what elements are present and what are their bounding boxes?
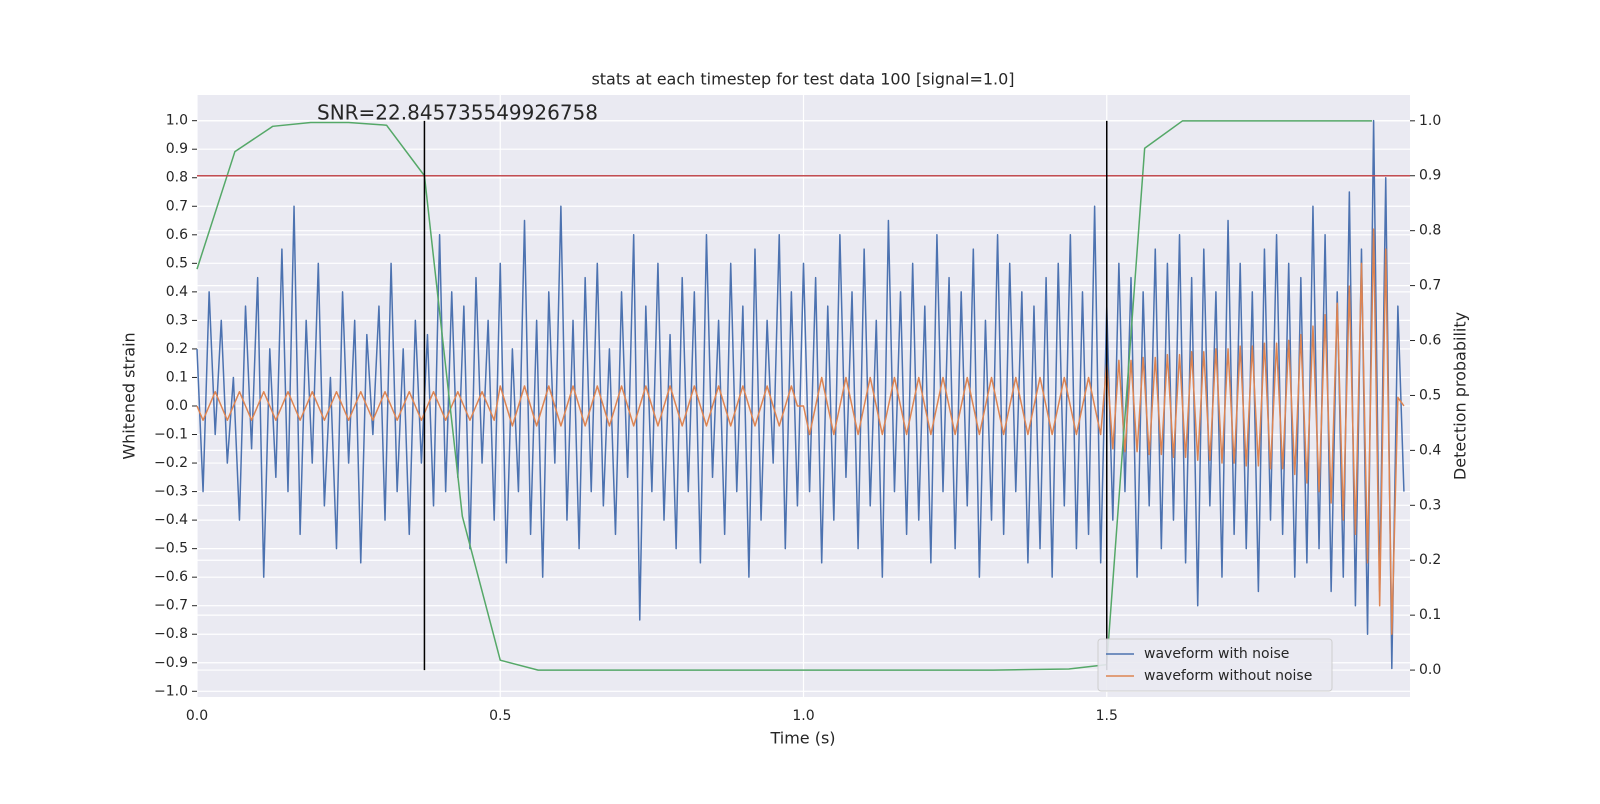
y2-tick-label: 0.6: [1419, 333, 1441, 349]
x-axis-label: Time (s): [769, 729, 835, 748]
x-tick-label: 0.0: [186, 708, 208, 724]
y-tick-label: 0.5: [166, 255, 188, 271]
y2-tick-label: 0.1: [1419, 607, 1441, 623]
y-tick-label: −0.9: [154, 655, 188, 671]
y-tick-label: 1.0: [166, 113, 188, 129]
y-tick-label: 0.7: [166, 198, 188, 214]
x-tick-label: 1.0: [792, 708, 814, 724]
y2-tick-label: 0.7: [1419, 278, 1441, 294]
legend-box: [1097, 638, 1333, 692]
chart-title: stats at each timestep for test data 100…: [591, 70, 1014, 89]
y-tick-label: −0.3: [154, 484, 188, 500]
series-line: [196, 228, 1405, 635]
y2-tick-label: 0.0: [1419, 662, 1441, 678]
y-tick-label: 0.3: [166, 312, 188, 328]
y-tick-label: 0.9: [166, 141, 188, 157]
y2-tick-label: 1.0: [1419, 113, 1441, 129]
y-tick-label: 0.1: [166, 369, 188, 385]
y2-tick-label: 0.4: [1419, 442, 1441, 458]
y-axis-label: Whitened strain: [120, 332, 139, 459]
y-tick-label: 0.8: [166, 170, 188, 186]
y-tick-label: −0.4: [154, 512, 188, 528]
y-tick-label: −1.0: [154, 683, 188, 699]
y2-tick-label: 0.2: [1419, 552, 1441, 568]
y-tick-label: 0.6: [166, 227, 188, 243]
y-tick-label: −0.6: [154, 569, 188, 585]
y2-axis-label: Detection probability: [1451, 312, 1470, 480]
x-tick-label: 0.5: [489, 708, 511, 724]
series-line: [196, 120, 1373, 671]
y-tick-label: 0.0: [166, 398, 188, 414]
y2-tick-label: 0.5: [1419, 387, 1441, 403]
y2-tick-label: 0.9: [1419, 168, 1441, 184]
legend-label: waveform without noise: [1144, 668, 1312, 684]
y-tick-label: −0.5: [154, 541, 188, 557]
legend-label: waveform with noise: [1144, 646, 1289, 662]
y2-tick-label: 0.3: [1419, 497, 1441, 513]
y-tick-label: −0.2: [154, 455, 188, 471]
y2-tick-label: 0.8: [1419, 223, 1441, 239]
y-tick-label: 0.2: [166, 341, 188, 357]
y-tick-label: −0.1: [154, 427, 188, 443]
y-tick-label: −0.8: [154, 626, 188, 642]
y-tick-label: −0.7: [154, 598, 188, 614]
annotation: SNR=22.845735549926758: [317, 101, 598, 125]
series-line: [196, 119, 1405, 670]
y-tick-label: 0.4: [166, 284, 188, 300]
x-tick-label: 1.5: [1096, 708, 1118, 724]
